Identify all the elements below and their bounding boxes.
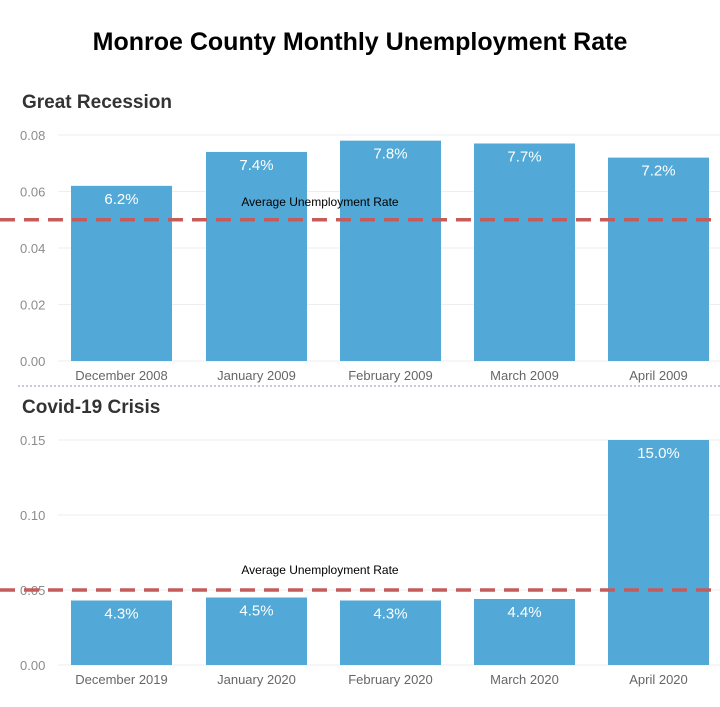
bar xyxy=(474,143,575,361)
x-tick-label: April 2009 xyxy=(629,368,688,383)
data-label: 15.0% xyxy=(637,445,680,462)
data-label: 4.5% xyxy=(239,603,273,620)
reference-line-label: Average Unemployment Rate xyxy=(241,195,399,209)
y-tick-label: 0.04 xyxy=(20,241,45,256)
y-tick-label: 0.00 xyxy=(20,658,45,673)
x-tick-label: March 2020 xyxy=(490,672,559,687)
chart-panel-0: 0.00 0.02 0.04 0.06 0.08 6.2% December 2008 7.4… xyxy=(0,128,720,383)
y-tick-label: 0.10 xyxy=(20,508,45,523)
bar xyxy=(340,600,441,665)
bar xyxy=(206,151,307,361)
data-label: 4.3% xyxy=(104,606,138,623)
x-tick-label: January 2009 xyxy=(217,368,296,383)
x-tick-label: December 2019 xyxy=(75,672,168,687)
reference-line-label: Average Unemployment Rate xyxy=(241,563,399,577)
bar xyxy=(71,185,172,361)
x-tick-label: March 2009 xyxy=(490,368,559,383)
y-tick-label: 0.02 xyxy=(20,298,45,313)
y-tick-label: 0.00 xyxy=(20,354,45,369)
x-tick-label: February 2020 xyxy=(348,672,433,687)
bar xyxy=(71,600,172,665)
data-label: 6.2% xyxy=(104,191,138,208)
y-tick-label: 0.06 xyxy=(20,185,45,200)
x-tick-label: April 2020 xyxy=(629,672,688,687)
bar xyxy=(340,140,441,361)
covid-panel-title: Covid-19 Crisis xyxy=(22,397,161,418)
y-tick-label: 0.15 xyxy=(20,433,45,448)
x-tick-label: January 2020 xyxy=(217,672,296,687)
x-tick-label: December 2008 xyxy=(75,368,168,383)
data-label: 4.4% xyxy=(507,604,541,621)
y-tick-label: 0.08 xyxy=(20,128,45,143)
data-label: 7.2% xyxy=(641,163,675,180)
data-label: 7.7% xyxy=(507,148,541,165)
bar xyxy=(608,440,709,665)
data-label: 7.8% xyxy=(373,146,407,163)
bar xyxy=(474,599,575,665)
recession-panel-title: Great Recession xyxy=(22,92,172,113)
bar xyxy=(206,597,307,665)
data-label: 7.4% xyxy=(239,157,273,174)
chart-panel-1: 0.000.050.100.154.3%December 20194.5%Jan… xyxy=(0,433,720,687)
chart-title: Monroe County Monthly Unemployment Rate xyxy=(92,28,628,56)
x-tick-label: February 2009 xyxy=(348,368,433,383)
bar xyxy=(608,157,709,361)
data-label: 4.3% xyxy=(373,606,407,623)
